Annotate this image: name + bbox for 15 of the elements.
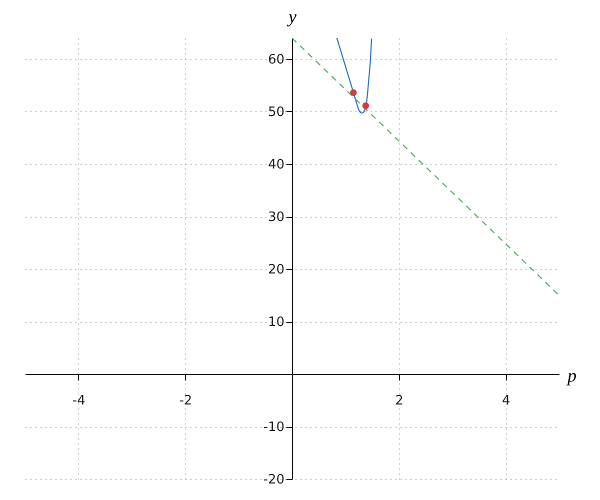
y-tick-label: 30 xyxy=(268,210,284,225)
y-tick-label: 10 xyxy=(268,315,284,330)
x-tick-label: 2 xyxy=(395,394,404,408)
x-axis-title: p xyxy=(566,366,576,386)
y-tick-label: -10 xyxy=(263,420,284,435)
y-axis-title: y xyxy=(286,6,296,26)
y-tick-label: 60 xyxy=(268,52,284,68)
line-series xyxy=(336,38,372,114)
x-tick-label: 4 xyxy=(502,394,510,408)
y-tick-label: 50 xyxy=(268,105,284,120)
y-tick-label: 20 xyxy=(268,262,284,278)
x-tick-label: -2 xyxy=(179,394,192,408)
y-tick-label: -20 xyxy=(263,472,284,488)
x-tick-label: -4 xyxy=(72,394,86,408)
y-tick-label: 40 xyxy=(268,158,284,172)
